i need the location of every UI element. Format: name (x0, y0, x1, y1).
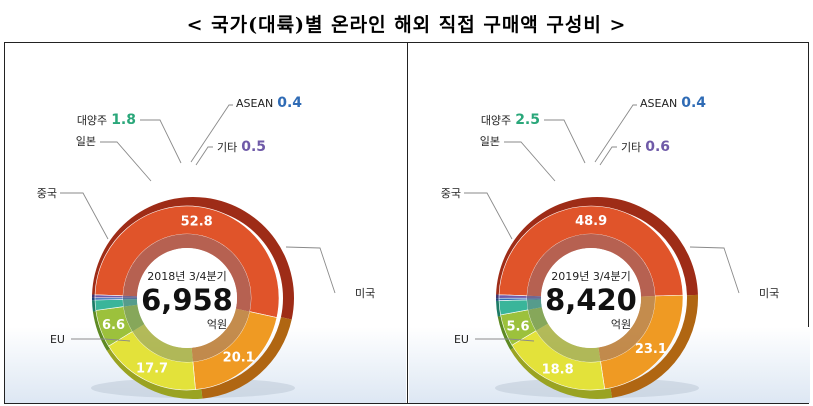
total-unit: 억원 (207, 318, 227, 331)
category-label-usa: 미국 (355, 287, 375, 300)
leader-line-other (599, 146, 617, 166)
category-label-china: 중국 (37, 187, 57, 200)
value-label-usa: 52.8 (181, 215, 213, 230)
value-label-china: 17.7 (136, 362, 168, 377)
leader-line-eu (475, 338, 535, 342)
leader-line-other (195, 146, 213, 166)
value-label-eu: 20.1 (223, 350, 255, 365)
donut-chart-2019: 2019년 3/4분기 8,420 억원 48.9 미국 23.1 EU 18.8 중국 5.6 일… (409, 43, 810, 403)
period-label: 2018년 3/4분기 (147, 270, 227, 283)
total-unit: 억원 (611, 318, 631, 331)
slice-inner-usa (527, 234, 655, 297)
category-label-eu: EU (454, 333, 469, 346)
slice-inner-eu (598, 296, 655, 362)
value-label-asean: 0.4 (277, 95, 302, 111)
value-label-china: 18.8 (542, 362, 574, 377)
slice-inner-oceania (527, 299, 542, 310)
slice-rim-eu (610, 294, 698, 398)
value-label-other: 0.5 (241, 139, 266, 155)
leader-line-china (60, 192, 109, 240)
value-label-japan: 6.6 (102, 318, 125, 333)
slice-inner-oceania (123, 299, 138, 307)
slice-inner-asean (527, 298, 542, 300)
donut-chart-2018: 2018년 3/4분기 6,958 억원 52.8 미국 20.1 EU 17.7 중국 6.6 일… (5, 43, 406, 403)
leader-line-japan (100, 141, 152, 182)
category-label-oceania: 대양주 1.8 (77, 112, 136, 128)
category-label-eu: EU (50, 333, 65, 346)
category-label-japan: 일본 (76, 134, 96, 148)
slice-rim-eu (201, 317, 292, 399)
category-label-other: 기타 0.5 (217, 139, 266, 155)
total-amount: 6,958 (141, 283, 233, 317)
leader-line-oceania (140, 119, 182, 164)
leader-line-eu (71, 338, 131, 342)
leader-line-japan (504, 141, 556, 182)
category-label-oceania: 대양주 2.5 (481, 112, 540, 128)
slice-inner-china (132, 324, 193, 362)
leader-line-usa (689, 246, 740, 294)
donut-center (137, 248, 237, 348)
value-label-oceania: 2.5 (515, 112, 540, 128)
slice-inner-asean (123, 297, 138, 300)
leader-line-oceania (544, 119, 586, 164)
slice-inner-other (123, 295, 138, 298)
leader-line-china (464, 192, 513, 240)
category-label-asean: ASEAN 0.4 (640, 95, 706, 111)
category-label-other: 기타 0.6 (621, 139, 670, 155)
page-title: < 국가(대륙)별 온라인 해외 직접 구매액 구성비 > (186, 14, 627, 36)
category-label-asean: ASEAN 0.4 (236, 95, 302, 111)
slice-inner-eu (191, 308, 250, 362)
leader-line-asean (190, 104, 233, 163)
leader-line-usa (285, 246, 336, 294)
value-label-japan: 5.6 (507, 320, 530, 335)
value-label-asean: 0.4 (681, 95, 706, 111)
slice-usa (498, 205, 684, 297)
leader-line-asean (594, 104, 637, 163)
value-label-other: 0.6 (645, 139, 670, 155)
slice-inner-china (536, 323, 601, 363)
value-label-eu: 23.1 (635, 342, 667, 357)
category-label-usa: 미국 (759, 287, 779, 300)
donut-center (541, 248, 641, 348)
chart-frame (4, 42, 809, 404)
slice-inner-other (527, 295, 542, 299)
period-label: 2019년 3/4분기 (551, 270, 631, 283)
slice-inner-japan (528, 307, 549, 331)
value-label-usa: 48.9 (575, 214, 607, 229)
total-amount: 8,420 (545, 283, 637, 317)
category-label-japan: 일본 (480, 134, 500, 148)
category-label-china: 중국 (441, 187, 461, 200)
panel-divider (407, 42, 408, 404)
slice-inner-usa (123, 233, 251, 312)
slice-inner-japan (123, 304, 145, 332)
value-label-oceania: 1.8 (111, 112, 136, 128)
